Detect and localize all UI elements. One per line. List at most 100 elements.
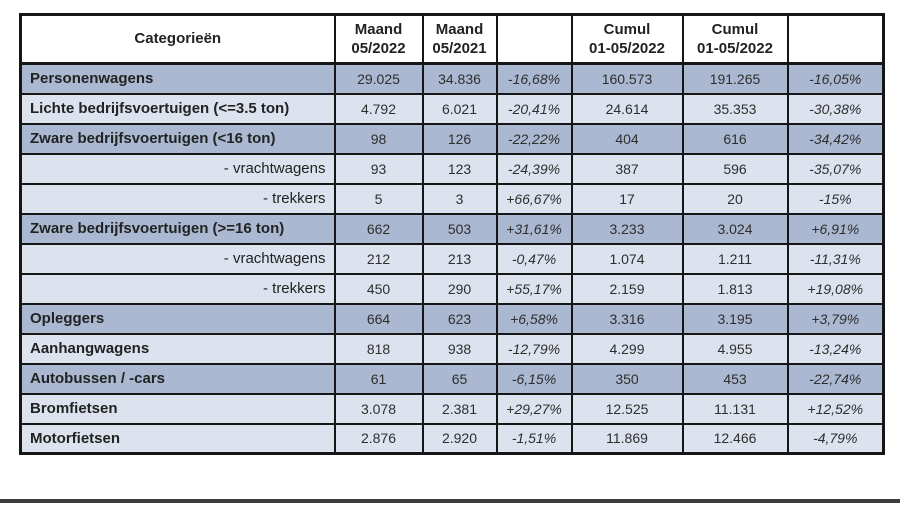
maand-delta-value: +6,58% <box>495 302 573 335</box>
cumul-prev-value: 35.353 <box>681 92 789 125</box>
cumul-delta-value: -4,79% <box>786 422 885 455</box>
cumul-delta-value: -22,74% <box>786 362 885 395</box>
cumul-prev-value: 11.131 <box>681 392 789 425</box>
table-row: Autobussen / -cars 61 65 -6,15% 350 453 … <box>19 362 885 395</box>
maand-delta-value: -6,15% <box>495 362 573 395</box>
maand-delta-value: -1,51% <box>495 422 573 455</box>
maand-2021-value: 623 <box>421 302 498 335</box>
table-header: Categorieën Maand 05/2022 Maand 05/2021 … <box>19 13 885 65</box>
maand-delta-value: -0,47% <box>495 242 573 275</box>
cumul-delta-value: -35,07% <box>786 152 885 185</box>
cumul-2022-value: 2.159 <box>570 272 684 305</box>
cumul-prev-value: 12.466 <box>681 422 789 455</box>
maand-2021-value: 123 <box>421 152 498 185</box>
table-row: Zware bedrijfsvoertuigen (>=16 ton) 662 … <box>19 212 885 245</box>
category-cell: Opleggers <box>19 302 336 335</box>
maand-2022-value: 3.078 <box>333 392 424 425</box>
header-maand-delta <box>495 13 573 65</box>
cumul-delta-value: -13,24% <box>786 332 885 365</box>
maand-2022-value: 98 <box>333 122 424 155</box>
cumul-2022-value: 12.525 <box>570 392 684 425</box>
maand-2022-value: 662 <box>333 212 424 245</box>
header-cumul-prev: Cumul 01-05/2022 <box>681 13 789 65</box>
cumul-2022-value: 3.233 <box>570 212 684 245</box>
registrations-table: Categorieën Maand 05/2022 Maand 05/2021 … <box>19 13 885 455</box>
maand-delta-value: +29,27% <box>495 392 573 425</box>
maand-2022-value: 5 <box>333 182 424 215</box>
maand-2021-value: 6.021 <box>421 92 498 125</box>
maand-2022-value: 664 <box>333 302 424 335</box>
category-cell: Zware bedrijfsvoertuigen (<16 ton) <box>19 122 336 155</box>
cumul-2022-value: 350 <box>570 362 684 395</box>
maand-delta-value: +31,61% <box>495 212 573 245</box>
maand-2022-value: 212 <box>333 242 424 275</box>
table-row: - vrachtwagens 93 123 -24,39% 387 596 -3… <box>19 152 885 185</box>
cumul-prev-value: 1.813 <box>681 272 789 305</box>
category-cell: - vrachtwagens <box>19 242 336 275</box>
maand-delta-value: +55,17% <box>495 272 573 305</box>
table-row: - trekkers 450 290 +55,17% 2.159 1.813 +… <box>19 272 885 305</box>
maand-delta-value: -16,68% <box>495 62 573 95</box>
header-maand-2021: Maand 05/2021 <box>421 13 498 65</box>
vehicle-registrations-table: Categorieën Maand 05/2022 Maand 05/2021 … <box>19 13 885 455</box>
table-row: Opleggers 664 623 +6,58% 3.316 3.195 +3,… <box>19 302 885 335</box>
cumul-delta-value: -34,42% <box>786 122 885 155</box>
header-maand-2022: Maand 05/2022 <box>333 13 424 65</box>
cumul-2022-value: 404 <box>570 122 684 155</box>
cumul-2022-value: 1.074 <box>570 242 684 275</box>
category-cell: - trekkers <box>19 182 336 215</box>
header-categories-label: Categorieën <box>134 30 222 48</box>
maand-delta-value: -20,41% <box>495 92 573 125</box>
bottom-divider <box>0 499 900 503</box>
maand-2021-value: 3 <box>421 182 498 215</box>
cumul-delta-value: +3,79% <box>786 302 885 335</box>
table-row: - vrachtwagens 212 213 -0,47% 1.074 1.21… <box>19 242 885 275</box>
table-row: Motorfietsen 2.876 2.920 -1,51% 11.869 1… <box>19 422 885 455</box>
cumul-2022-value: 160.573 <box>570 62 684 95</box>
maand-2022-value: 4.792 <box>333 92 424 125</box>
maand-delta-value: -22,22% <box>495 122 573 155</box>
maand-2021-value: 126 <box>421 122 498 155</box>
cumul-prev-value: 453 <box>681 362 789 395</box>
cumul-prev-value: 616 <box>681 122 789 155</box>
category-cell: Autobussen / -cars <box>19 362 336 395</box>
cumul-prev-value: 3.195 <box>681 302 789 335</box>
category-cell: Aanhangwagens <box>19 332 336 365</box>
cumul-delta-value: -11,31% <box>786 242 885 275</box>
cumul-prev-value: 1.211 <box>681 242 789 275</box>
cumul-delta-value: -15% <box>786 182 885 215</box>
maand-2022-value: 450 <box>333 272 424 305</box>
category-cell: Lichte bedrijfsvoertuigen (<=3.5 ton) <box>19 92 336 125</box>
category-cell: - vrachtwagens <box>19 152 336 185</box>
maand-delta-value: +66,67% <box>495 182 573 215</box>
maand-2021-value: 213 <box>421 242 498 275</box>
cumul-2022-value: 24.614 <box>570 92 684 125</box>
maand-2022-value: 61 <box>333 362 424 395</box>
header-categories: Categorieën <box>19 13 336 65</box>
header-row: Categorieën Maand 05/2022 Maand 05/2021 … <box>19 13 885 65</box>
cumul-prev-value: 4.955 <box>681 332 789 365</box>
table-row: Lichte bedrijfsvoertuigen (<=3.5 ton) 4.… <box>19 92 885 125</box>
table-row: Aanhangwagens 818 938 -12,79% 4.299 4.95… <box>19 332 885 365</box>
category-cell: - trekkers <box>19 272 336 305</box>
maand-2022-value: 93 <box>333 152 424 185</box>
cumul-prev-value: 191.265 <box>681 62 789 95</box>
cumul-delta-value: +6,91% <box>786 212 885 245</box>
table-body: Personenwagens 29.025 34.836 -16,68% 160… <box>19 62 885 455</box>
category-cell: Bromfietsen <box>19 392 336 425</box>
maand-delta-value: -12,79% <box>495 332 573 365</box>
header-cumul-delta <box>786 13 885 65</box>
cumul-2022-value: 11.869 <box>570 422 684 455</box>
maand-2022-value: 818 <box>333 332 424 365</box>
category-cell: Personenwagens <box>19 62 336 95</box>
cumul-2022-value: 3.316 <box>570 302 684 335</box>
cumul-2022-value: 387 <box>570 152 684 185</box>
table-row: Personenwagens 29.025 34.836 -16,68% 160… <box>19 62 885 95</box>
cumul-2022-value: 4.299 <box>570 332 684 365</box>
maand-2021-value: 65 <box>421 362 498 395</box>
cumul-delta-value: +12,52% <box>786 392 885 425</box>
cumul-prev-value: 596 <box>681 152 789 185</box>
category-cell: Motorfietsen <box>19 422 336 455</box>
maand-2021-value: 503 <box>421 212 498 245</box>
maand-2022-value: 2.876 <box>333 422 424 455</box>
